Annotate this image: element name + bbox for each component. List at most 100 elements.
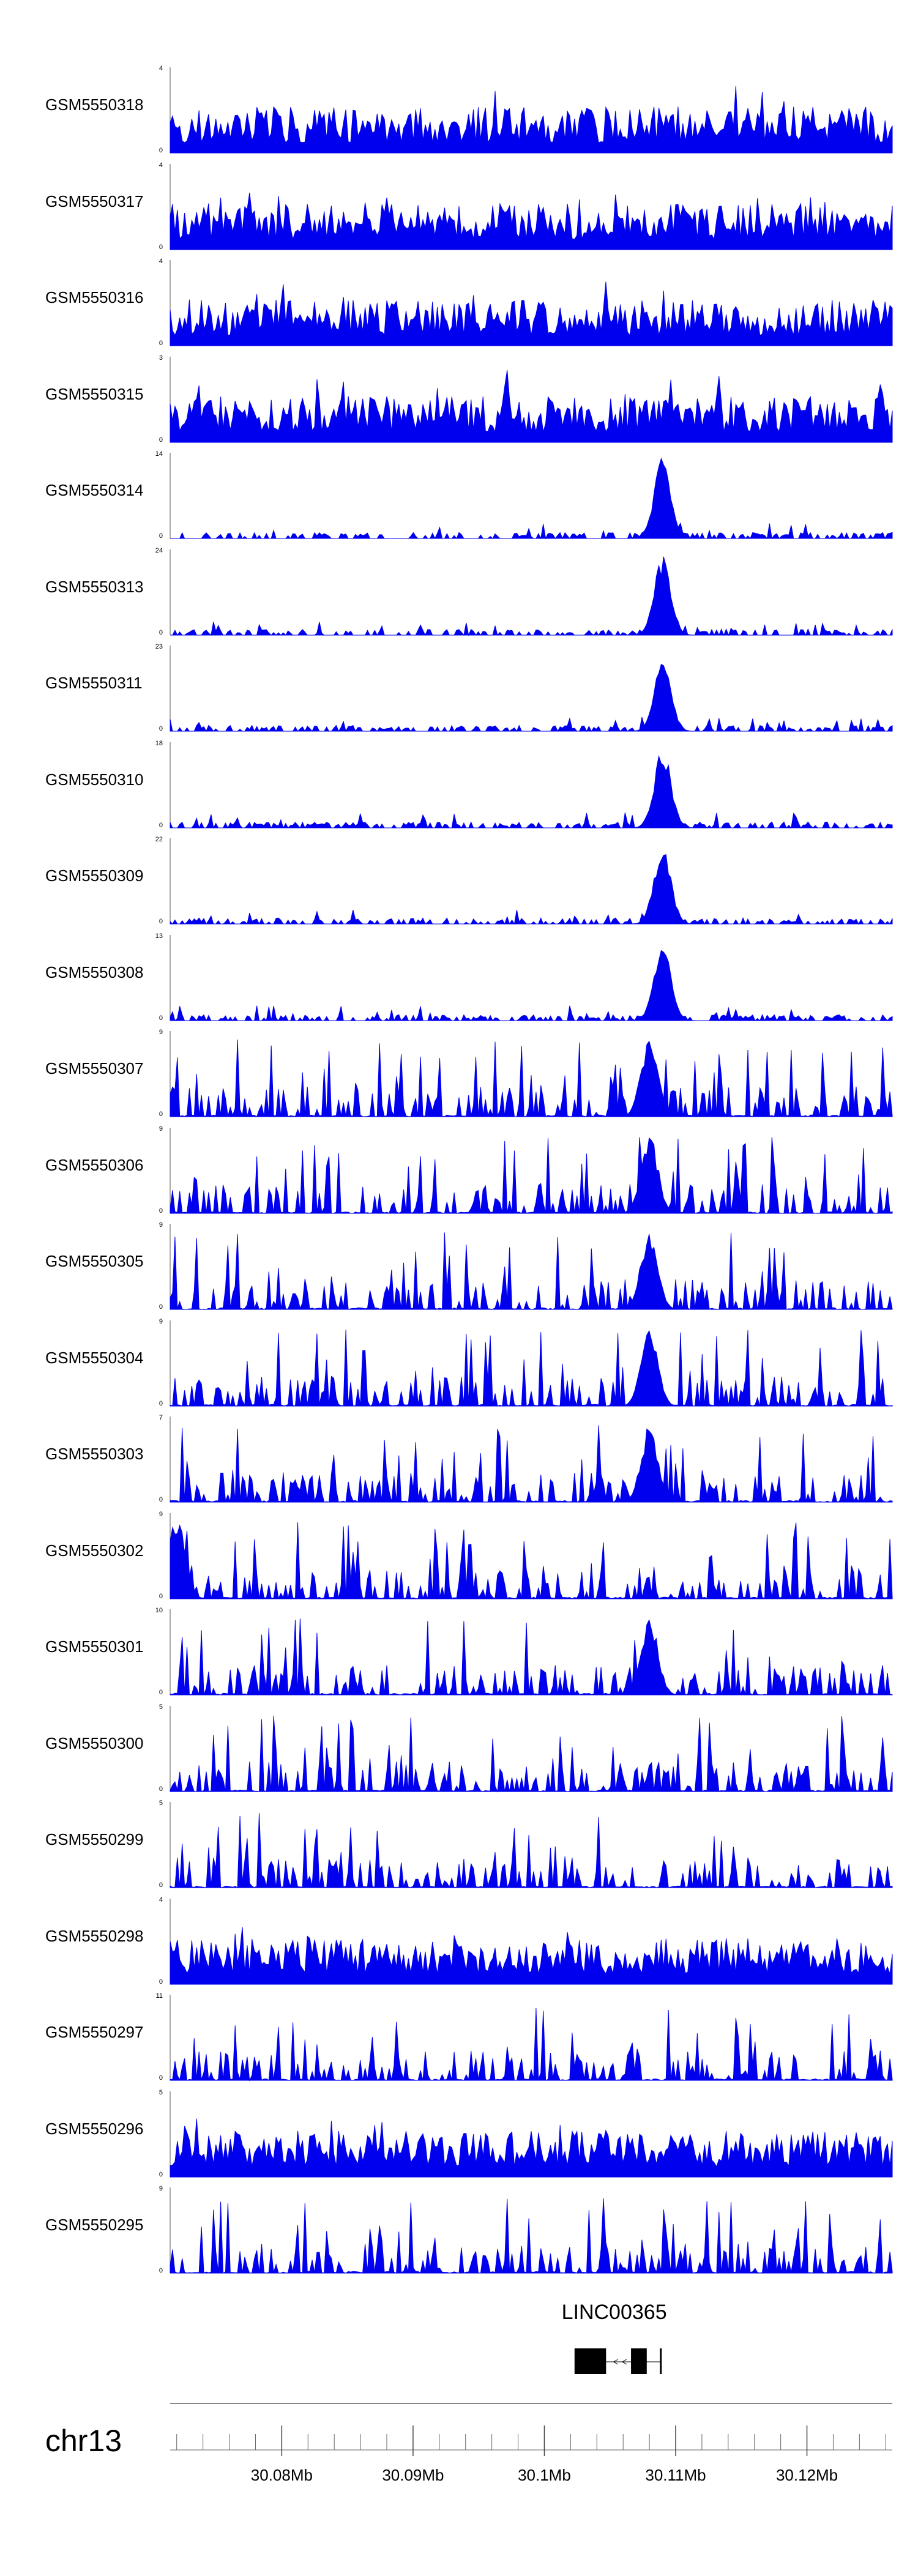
- track-plot: [170, 1416, 893, 1503]
- track-label: GSM5550295: [45, 2216, 144, 2234]
- track-label: GSM5550314: [45, 481, 144, 499]
- axis-tick-label: 30.12Mb: [776, 2466, 838, 2484]
- coverage-area: [170, 1926, 893, 1984]
- track-plot: [170, 838, 893, 925]
- gene-track: LINC00365: [0, 2301, 918, 2374]
- coverage-area: [170, 2198, 893, 2274]
- track-ymin-label: 0: [159, 725, 163, 732]
- track-ymax-label: 5: [159, 1800, 163, 1807]
- track-GSM5550308: GSM5550308 13 0: [0, 932, 918, 1029]
- track-plot: [170, 742, 893, 829]
- track-ymin-label: 0: [159, 2267, 163, 2274]
- coverage-area: [170, 86, 893, 154]
- coverage-area: [170, 1813, 893, 1889]
- track-label: GSM5550309: [45, 866, 144, 885]
- track-label: GSM5550305: [45, 1252, 144, 1270]
- track-plot: [170, 1995, 893, 2082]
- track-plot: [170, 549, 893, 636]
- coverage-area: [170, 1522, 893, 1599]
- track-label: GSM5550298: [45, 1926, 144, 1945]
- track-label: GSM5550311: [45, 674, 143, 692]
- axis-tick-label: 30.11Mb: [645, 2466, 706, 2484]
- track-ymax-label: 3: [159, 354, 163, 362]
- strand-arrow: [613, 2359, 618, 2365]
- track-label: GSM5550313: [45, 577, 144, 596]
- track-GSM5550303: GSM5550303 7 0: [0, 1414, 918, 1511]
- track-GSM5550295: GSM5550295 9 0: [0, 2185, 918, 2282]
- track-ymin-label: 0: [159, 1689, 163, 1696]
- track-ymax-label: 4: [159, 65, 163, 72]
- track-GSM5550310: GSM5550310 18 0: [0, 739, 918, 836]
- track-ymax-label: 10: [155, 1607, 163, 1614]
- track-label: GSM5550301: [45, 1637, 144, 1656]
- track-ymin-label: 0: [159, 821, 163, 829]
- gene-model: [574, 2348, 662, 2374]
- track-GSM5550307: GSM5550307 9 0: [0, 1029, 918, 1125]
- track-ymax-label: 23: [155, 643, 163, 650]
- coverage-area: [170, 1618, 893, 1696]
- track-ymin-label: 0: [159, 2170, 163, 2178]
- track-GSM5550309: GSM5550309 22 0: [0, 836, 918, 932]
- coverage-tracks: GSM5550318 4 0 GSM5550317 4 0 GSM5550316 4 0 GSM5…: [0, 65, 918, 2274]
- track-plot: [170, 934, 893, 1022]
- track-ymin-label: 0: [159, 532, 163, 540]
- track-ymax-label: 9: [159, 1317, 163, 1325]
- coverage-area: [170, 754, 893, 829]
- track-ymin-label: 0: [159, 1207, 163, 1215]
- track-GSM5550301: GSM5550301 10 0: [0, 1607, 918, 1703]
- gene-name: LINC00365: [561, 2301, 667, 2324]
- track-ymax-label: 14: [155, 450, 163, 458]
- track-ymax-label: 4: [159, 161, 163, 169]
- track-ymin-label: 0: [159, 1882, 163, 1889]
- coverage-area: [170, 663, 893, 732]
- track-GSM5550318: GSM5550318 4 0: [0, 65, 918, 162]
- track-label: GSM5550304: [45, 1348, 144, 1367]
- track-ymin-label: 0: [159, 436, 163, 444]
- track-ymax-label: 24: [155, 546, 163, 554]
- track-ymin-label: 0: [159, 628, 163, 636]
- track-plot: [170, 1705, 893, 1793]
- strand-arrow: [621, 2359, 627, 2365]
- coverage-area: [170, 1232, 893, 1311]
- coverage-area: [170, 1136, 893, 1214]
- track-GSM5550297: GSM5550297 11 0: [0, 1992, 918, 2089]
- coverage-area: [170, 1425, 893, 1503]
- track-plot: [170, 260, 893, 346]
- coverage-area: [170, 1040, 893, 1117]
- track-label: GSM5550296: [45, 2119, 144, 2138]
- track-label: GSM5550297: [45, 2023, 144, 2041]
- track-ymin-label: 0: [159, 1111, 163, 1118]
- axis-tick-label: 30.1Mb: [518, 2466, 571, 2484]
- track-plot: [170, 453, 893, 540]
- coverage-area: [170, 192, 893, 250]
- track-ymin-label: 0: [159, 1399, 163, 1407]
- track-label: GSM5550308: [45, 962, 144, 981]
- track-GSM5550313: GSM5550313 24 0: [0, 546, 918, 644]
- track-GSM5550296: GSM5550296 5 0: [0, 2088, 918, 2186]
- track-ymax-label: 13: [155, 932, 163, 940]
- track-ymax-label: 9: [159, 2185, 163, 2192]
- track-ymin-label: 0: [159, 340, 163, 347]
- track-ymin-label: 0: [159, 1014, 163, 1022]
- track-label: GSM5550318: [45, 95, 144, 114]
- track-ymax-label: 5: [159, 2088, 163, 2096]
- track-label: GSM5550299: [45, 1830, 144, 1848]
- coverage-area: [170, 950, 893, 1022]
- axis-ticks: 30.08Mb 30.09Mb 30.1Mb 30.11Mb 30.12Mb: [170, 2403, 892, 2484]
- track-plot: [170, 1224, 893, 1311]
- track-plot: [170, 646, 893, 732]
- track-plot: [170, 67, 893, 154]
- coverage-area: [170, 854, 893, 925]
- track-GSM5550316: GSM5550316 4 0: [0, 258, 918, 354]
- track-ymin-label: 0: [159, 1303, 163, 1311]
- track-ymax-label: 18: [155, 739, 163, 747]
- coverage-area: [170, 2008, 893, 2082]
- track-ymin-label: 0: [159, 243, 163, 251]
- track-GSM5550311: GSM5550311 23 0: [0, 643, 918, 740]
- track-plot: [170, 1031, 893, 1117]
- track-GSM5550305: GSM5550305 9 0: [0, 1221, 918, 1318]
- track-ymin-label: 0: [159, 1592, 163, 1600]
- track-label: GSM5550302: [45, 1541, 144, 1560]
- track-ymax-label: 9: [159, 1125, 163, 1133]
- track-ymin-label: 0: [159, 1785, 163, 1793]
